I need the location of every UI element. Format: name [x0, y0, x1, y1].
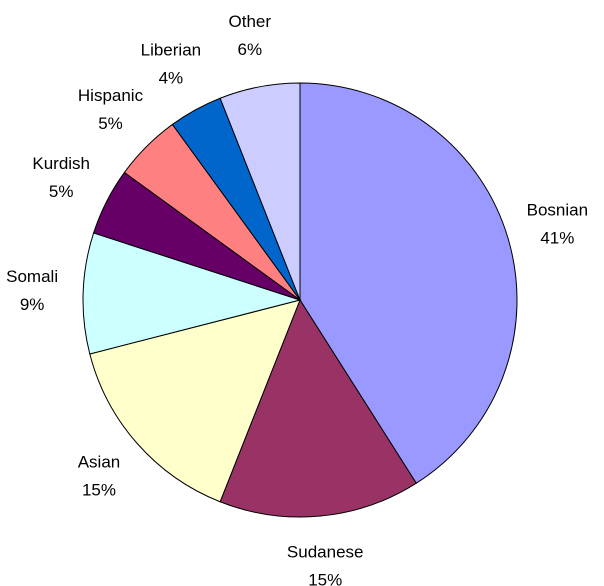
- pie-slice: [219, 298, 417, 518]
- pie-slice: [89, 299, 301, 503]
- slice-label: Sudanese: [287, 542, 364, 561]
- slice-label: Hispanic: [78, 86, 144, 105]
- slice-value-label: 15%: [308, 570, 342, 586]
- slice-value-label: 5%: [49, 182, 74, 201]
- slice-value-label: 4%: [159, 69, 184, 88]
- slice-label: Kurdish: [32, 154, 90, 173]
- slice-label: Asian: [78, 453, 121, 472]
- slice-value-label: 5%: [98, 114, 123, 133]
- pie-slice: [82, 232, 302, 355]
- slice-value-label: 6%: [237, 40, 262, 59]
- slice-label: Liberian: [141, 41, 202, 60]
- slice-value-label: 9%: [20, 295, 45, 314]
- pie-slice: [299, 82, 518, 484]
- slice-value-label: 15%: [82, 481, 116, 500]
- slice-label: Bosnian: [527, 201, 588, 220]
- slice-label: Somali: [6, 267, 58, 286]
- slice-label: Other: [229, 12, 272, 31]
- slice-value-label: 41%: [540, 229, 574, 248]
- pie-slice: [219, 82, 301, 301]
